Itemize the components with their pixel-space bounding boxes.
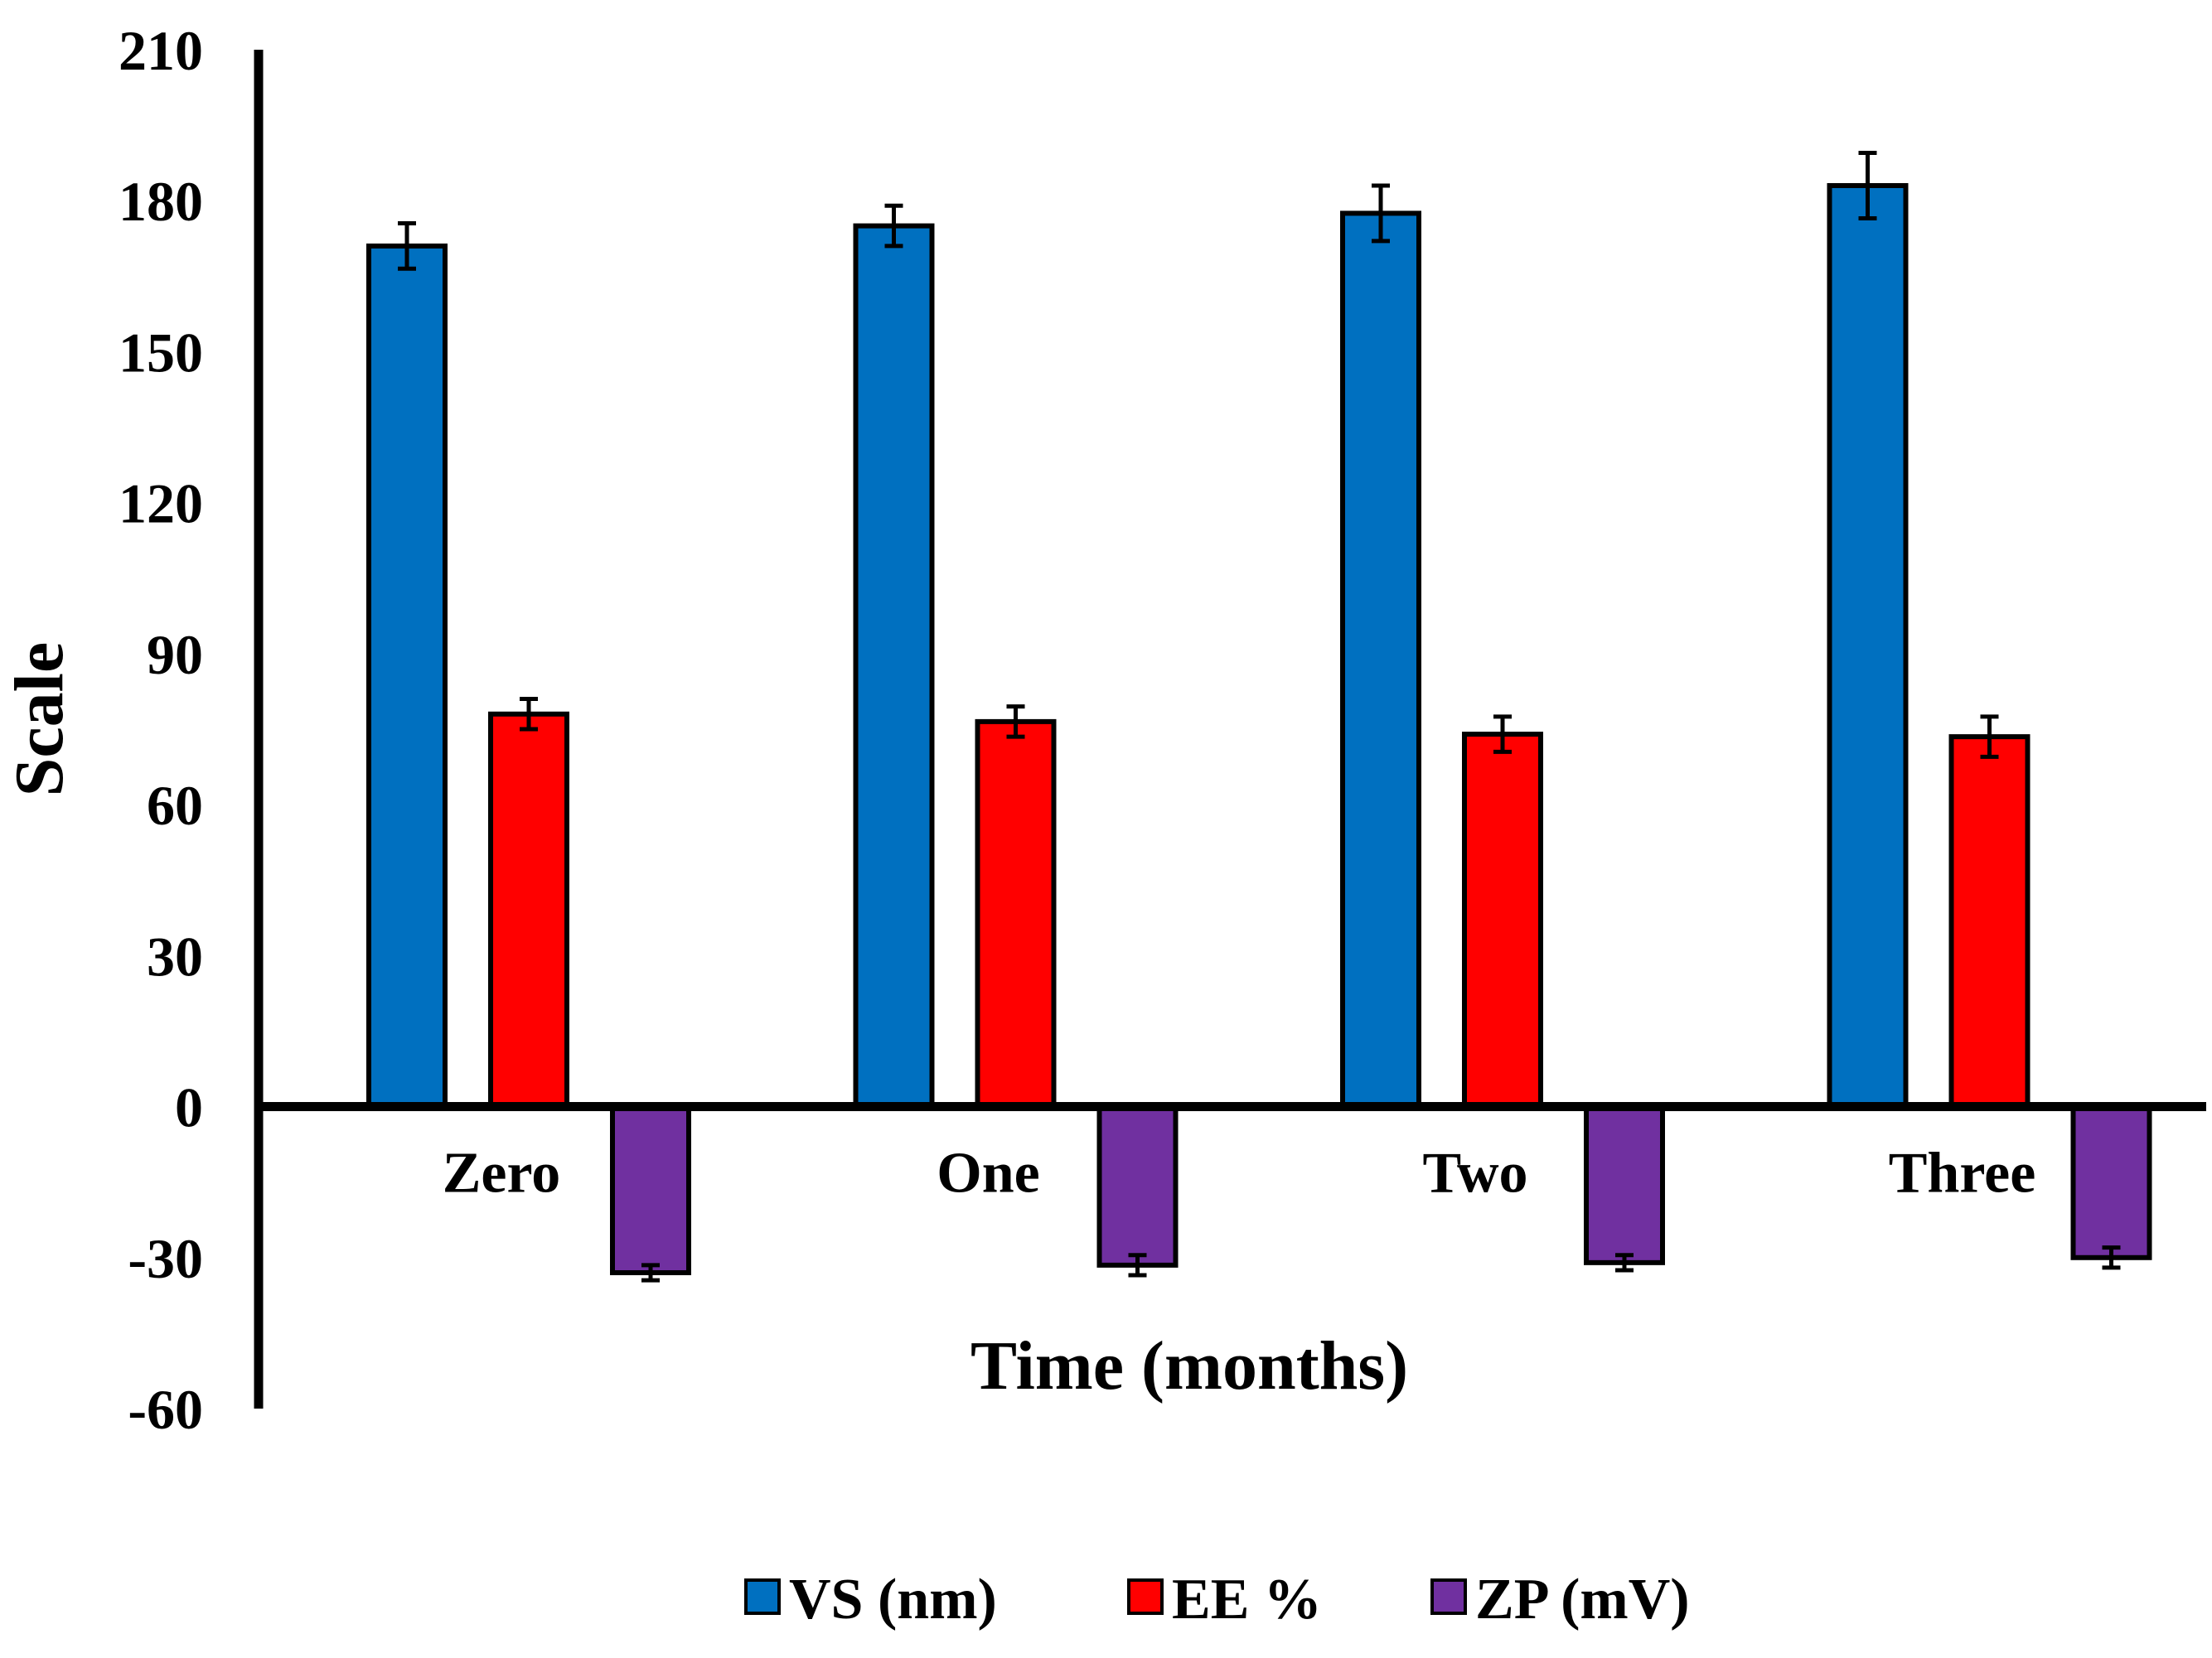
legend-label: EE %: [1172, 1568, 1322, 1631]
bar: [1584, 1104, 1665, 1265]
legend: VS (nm) EE % ZP (mV): [744, 1568, 1690, 1631]
error-bar: [1128, 1253, 1147, 1278]
y-axis-title: Scale: [1, 642, 78, 797]
bar: [853, 223, 935, 1109]
y-tick-label: 60: [147, 774, 203, 837]
legend-label: ZP (mV): [1475, 1568, 1690, 1631]
y-tick-labels: 210 180 150 120 90 60 30 0 -30 -60: [119, 19, 203, 1441]
x-axis-title: Time (months): [970, 1327, 1408, 1404]
error-bar: [1006, 704, 1025, 739]
error-bar: [1980, 714, 1999, 759]
error-bar: [641, 1263, 660, 1283]
error-bar: [2102, 1245, 2121, 1270]
legend-item: ZP (mV): [1430, 1568, 1690, 1631]
category-label: Three: [1889, 1142, 2036, 1206]
bar: [366, 243, 448, 1109]
y-tick-label: 120: [119, 472, 203, 535]
y-tick-label: 180: [119, 170, 203, 233]
bar: [1462, 732, 1543, 1109]
category-label: One: [937, 1142, 1039, 1206]
bar: [975, 718, 1057, 1109]
bar: [1096, 1104, 1179, 1268]
error-bar: [398, 221, 416, 271]
y-tick-label: 150: [119, 321, 203, 384]
y-tick-label: 30: [147, 925, 203, 988]
error-bar: [1372, 183, 1390, 244]
y-tick-label: -30: [128, 1227, 203, 1290]
category-label: Two: [1422, 1142, 1527, 1206]
error-bar: [520, 697, 538, 732]
legend-item: EE %: [1127, 1568, 1322, 1631]
legend-item: VS (nm): [744, 1568, 997, 1631]
legend-label: VS (nm): [789, 1568, 997, 1631]
category-label: Zero: [443, 1142, 561, 1206]
legend-swatch: [744, 1578, 781, 1615]
bar: [610, 1104, 691, 1275]
error-bar: [1493, 714, 1512, 754]
error-bar: [884, 203, 903, 249]
category-labels: Zero One Two Three: [443, 1142, 2036, 1206]
y-tick-label: -60: [128, 1378, 203, 1441]
bar: [488, 711, 569, 1109]
legend-swatch: [1127, 1578, 1164, 1615]
y-tick-label: 210: [119, 19, 203, 82]
error-bars-layer: [398, 151, 2121, 1283]
error-bar: [1615, 1253, 1634, 1273]
bar: [2070, 1104, 2152, 1260]
bar: [1340, 210, 1421, 1109]
error-bar: [1858, 151, 1877, 220]
legend-swatch: [1430, 1578, 1467, 1615]
y-tick-label: 90: [147, 623, 203, 686]
bar: [1948, 734, 2030, 1109]
bar: [1827, 183, 1909, 1109]
y-tick-label: 0: [175, 1076, 203, 1139]
